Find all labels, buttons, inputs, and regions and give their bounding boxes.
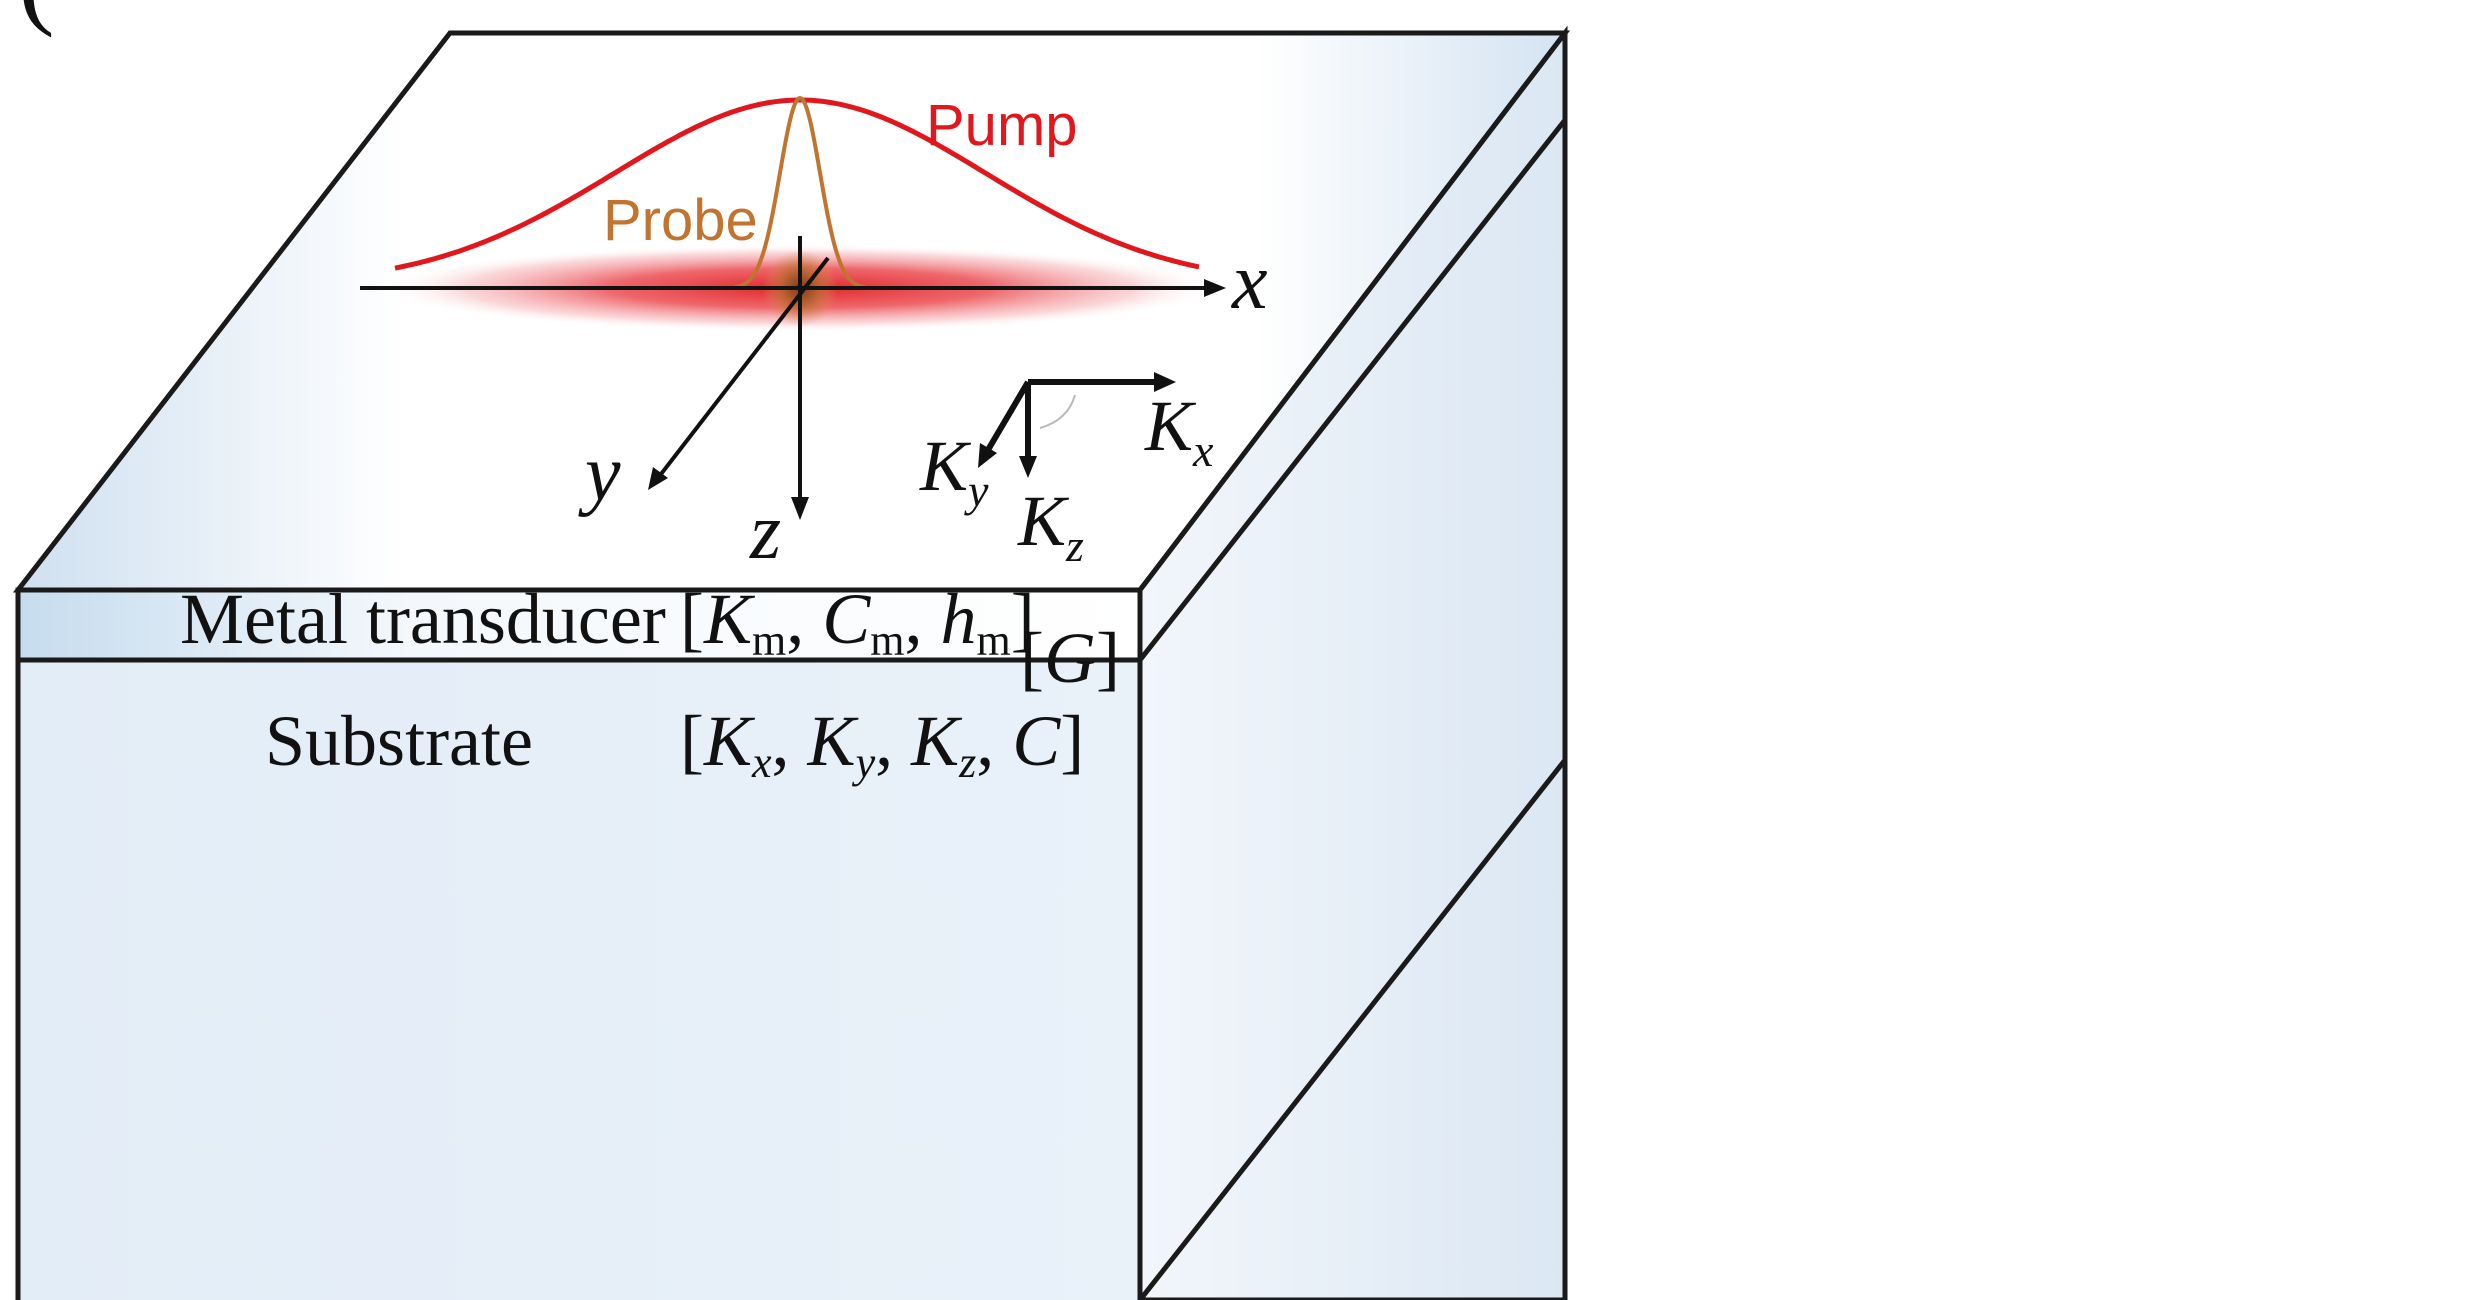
side-bottom-edge xyxy=(1138,758,1567,1300)
metal-param-sep2: , xyxy=(905,579,941,659)
kz-arrowhead xyxy=(1019,456,1037,478)
metal-layer-name: Metal transducer xyxy=(180,579,666,659)
kx-arrowhead xyxy=(1154,372,1176,392)
side-metal-edge xyxy=(1138,118,1567,662)
panel-marker: ( xyxy=(18,0,55,38)
substrate-params: [Kx, Ky, Kz, C] xyxy=(680,701,1084,787)
substrate-param-c: C xyxy=(1012,701,1061,781)
z-axis-label: z xyxy=(749,488,781,576)
substrate-name: Substrate xyxy=(265,701,533,781)
substrate-layer xyxy=(15,657,1143,1300)
substrate-param-open: [ xyxy=(680,701,704,781)
metal-layer-params: [Km, Cm, hm] xyxy=(680,579,1035,665)
metal-param-sep1: , xyxy=(786,579,822,659)
substrate-param-kz-sub: z xyxy=(958,738,976,787)
x-axis-label: x xyxy=(1231,238,1268,326)
ky-arrowhead xyxy=(978,443,997,468)
conductivity-axes xyxy=(978,372,1176,478)
metal-param-hm: h xyxy=(941,579,977,659)
substrate-param-sep3: , xyxy=(976,701,1012,781)
z-axis-arrowhead xyxy=(791,497,809,520)
substrate-param-close: ] xyxy=(1060,701,1084,781)
probe-curve xyxy=(734,95,866,289)
metal-param-hm-sub: m xyxy=(977,616,1011,665)
y-axis-arrowhead xyxy=(648,467,668,490)
ky-arrow-line xyxy=(982,380,1031,457)
angle-arc xyxy=(1039,394,1076,429)
interface-open: [ xyxy=(1020,618,1044,698)
kx-label-sub: x xyxy=(1192,425,1214,476)
substrate-param-kz: K xyxy=(910,701,963,781)
ky-label-main: K xyxy=(919,426,972,506)
metal-param-km-sub: m xyxy=(752,616,786,665)
ky-label-sub: y xyxy=(964,465,989,516)
block-side-face xyxy=(1137,25,1568,1300)
metal-param-open: [ xyxy=(680,579,704,659)
metal-param-cm: C xyxy=(822,579,871,659)
substrate-param-ky-sub: y xyxy=(852,738,876,787)
substrate-param-kx-sub: x xyxy=(751,738,772,787)
metal-param-cm-sub: m xyxy=(870,616,904,665)
substrate-param-sep2: , xyxy=(875,701,911,781)
kz-label-sub: z xyxy=(1065,520,1084,571)
kz-label: Kz xyxy=(1017,481,1084,571)
substrate-param-sep1: , xyxy=(772,701,808,781)
metal-param-km: K xyxy=(703,579,756,659)
interface-conductance-label: [G] xyxy=(1020,618,1120,698)
kx-label: Kx xyxy=(1144,386,1214,476)
pump-label: Pump xyxy=(926,93,1078,158)
substrate-param-kx: K xyxy=(703,701,756,781)
kx-label-main: K xyxy=(1144,386,1197,466)
substrate-param-ky: K xyxy=(807,701,860,781)
metal-param-close: ] xyxy=(1011,579,1035,659)
metal-layer xyxy=(15,587,1143,663)
kz-label-main: K xyxy=(1017,481,1070,561)
ky-label: Ky xyxy=(919,426,989,516)
interface-g: G xyxy=(1044,618,1096,698)
probe-label: Probe xyxy=(603,188,758,253)
x-axis-arrowhead xyxy=(1204,279,1226,297)
y-axis-label: y xyxy=(578,430,621,518)
interface-close: ] xyxy=(1096,618,1120,698)
